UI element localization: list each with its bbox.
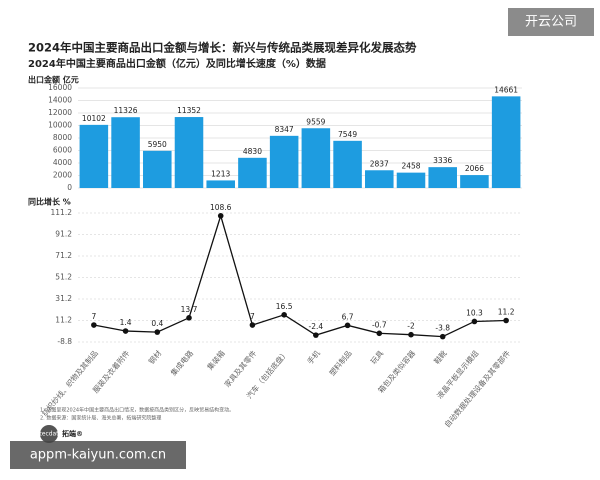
value-label: 11326 <box>114 106 138 115</box>
point <box>376 330 383 337</box>
watermark: appm-kaiyun.com.cn <box>30 448 166 463</box>
value-label: 7549 <box>338 130 357 139</box>
x-tick-label: 鞋靴 <box>431 348 449 366</box>
x-tick-label: 手机 <box>305 348 323 366</box>
value-label: 2066 <box>465 164 484 173</box>
bar <box>238 157 267 188</box>
value-label: 7 <box>91 312 96 321</box>
x-tick-label: 钢材 <box>146 348 164 366</box>
value-label: 1.4 <box>120 318 132 327</box>
watermark-box <box>508 8 594 36</box>
bar <box>206 180 235 188</box>
y-tick-label: 16000 <box>48 83 72 92</box>
bar <box>365 170 394 188</box>
y-tick-label: 6000 <box>53 146 72 155</box>
value-label: -0.7 <box>372 320 387 329</box>
watermark: 开云公司 <box>525 15 577 30</box>
y-tick-label: 0 <box>67 183 72 192</box>
chart-subtitle: 2024年中国主要商品出口金额（亿元）及同比增长速度（%）数据 <box>28 57 326 70</box>
chart-title: 2024年中国主要商品出口金额与增长：新兴与传统品类展现差异化发展态势 <box>28 41 417 55</box>
y-tick-label: 91.2 <box>55 230 72 239</box>
y-tick-label: 12000 <box>48 108 72 117</box>
point <box>503 317 509 324</box>
bar <box>460 175 489 188</box>
value-label: 3336 <box>433 156 452 165</box>
bar <box>79 124 109 188</box>
bar <box>428 167 457 188</box>
point <box>344 322 351 329</box>
y-tick-label: 10000 <box>48 121 72 130</box>
value-label: 0.4 <box>151 319 163 328</box>
value-label: -2.4 <box>309 322 324 331</box>
point <box>471 318 478 325</box>
value-label: 1213 <box>211 169 230 178</box>
y-axis-label: 同比增长 % <box>28 197 71 207</box>
value-label: 10102 <box>82 114 106 123</box>
bar <box>143 150 172 188</box>
bar <box>174 117 204 188</box>
bar <box>111 117 140 188</box>
y-axis-label: 出口金额 亿元 <box>28 75 79 85</box>
logo-name: 拓端® <box>62 429 83 438</box>
bar <box>301 128 331 188</box>
value-label: 16.5 <box>276 302 293 311</box>
logo-icon <box>40 425 58 443</box>
point <box>217 212 224 219</box>
y-tick-label: 71.2 <box>55 251 72 260</box>
value-label: 10.3 <box>466 308 483 317</box>
y-tick-label: 4000 <box>53 158 72 167</box>
bar <box>333 140 362 188</box>
x-tick-label: 集装箱 <box>205 348 227 372</box>
value-label: 8347 <box>275 125 294 134</box>
x-tick-label: 玩具 <box>369 348 386 366</box>
value-label: 2458 <box>401 162 420 171</box>
point <box>122 328 129 334</box>
x-tick-label: 家具及其零件 <box>222 348 259 389</box>
point <box>408 331 414 338</box>
y-tick-label: -8.8 <box>57 337 72 346</box>
point <box>313 332 319 338</box>
watermark-box <box>10 441 186 469</box>
value-label: 9559 <box>306 117 325 126</box>
point <box>154 329 161 335</box>
value-label: 6.7 <box>342 312 354 321</box>
bar <box>396 172 426 188</box>
value-label: 11.2 <box>498 308 515 317</box>
value-label: 4830 <box>243 147 262 156</box>
value-label: -3.8 <box>435 324 450 333</box>
value-label: 14661 <box>494 85 518 94</box>
bar <box>269 135 299 188</box>
x-tick-label: 集成电路 <box>168 348 195 378</box>
value-label: 7 <box>250 312 255 321</box>
y-tick-label: 31.2 <box>55 294 72 303</box>
y-tick-label: 11.2 <box>55 316 72 325</box>
y-tick-label: 14000 <box>48 96 72 105</box>
x-tick-label: 塑料制品 <box>327 348 354 377</box>
point <box>91 322 97 328</box>
bar <box>491 96 521 188</box>
point <box>186 315 192 321</box>
logo-mark: tecdat <box>39 431 59 438</box>
y-tick-label: 8000 <box>53 133 72 142</box>
point <box>249 322 256 328</box>
value-label: 2837 <box>370 159 389 168</box>
footnote: 1. 该图呈现2024年中国主要商品出口情况，数据按商品类别区分，反映贸易结构变… <box>40 407 234 414</box>
value-label: 108.6 <box>210 203 232 212</box>
value-label: 11352 <box>177 106 201 115</box>
y-tick-label: 111.2 <box>51 208 73 217</box>
y-tick-label: 2000 <box>53 171 72 180</box>
value-label: -2 <box>407 322 415 331</box>
point <box>281 312 287 318</box>
point <box>439 333 446 340</box>
y-tick-label: 51.2 <box>55 273 72 282</box>
x-tick-label: 自动数据处理设备及其零部件 <box>442 348 513 429</box>
line <box>93 213 507 338</box>
value-label: 5950 <box>148 140 167 149</box>
value-label: 13.7 <box>181 305 198 314</box>
footnote: 2. 数据来源：国家统计局、海关总署，拓端研究院整理 <box>40 415 161 422</box>
